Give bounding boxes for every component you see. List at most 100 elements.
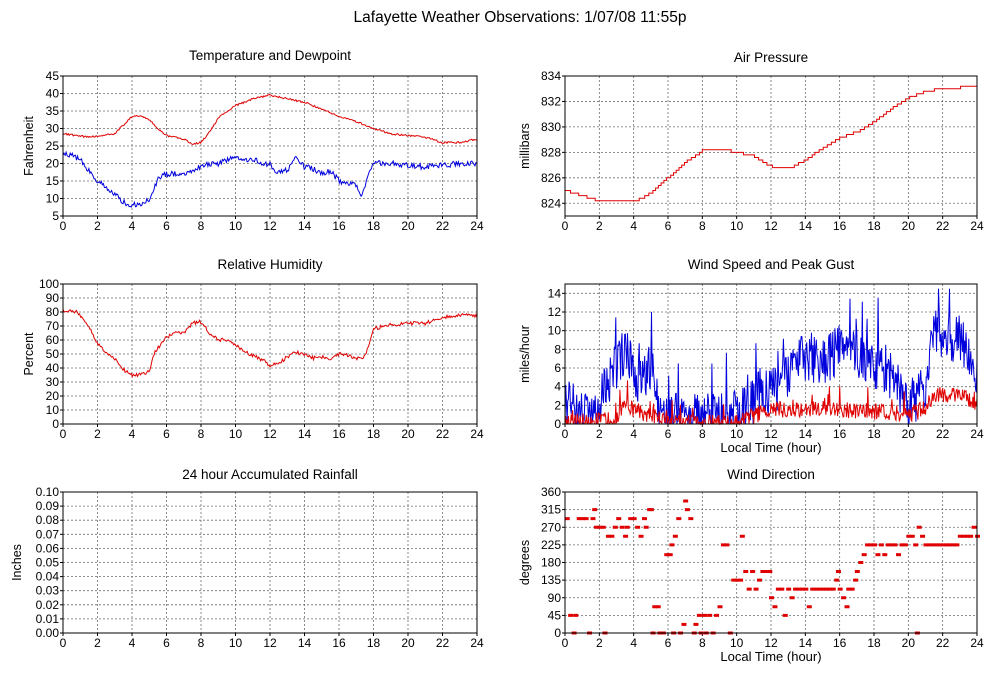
y-tick-label: 90: [46, 291, 60, 305]
y-tick-label: 60: [46, 333, 60, 347]
direction-point: [631, 517, 637, 521]
x-tick-label: 18: [367, 636, 381, 650]
x-tick-label: 4: [630, 219, 637, 233]
direction-point: [573, 613, 579, 617]
direction-point: [872, 543, 877, 547]
direction-point: [576, 517, 582, 521]
x-tick-label: 10: [229, 636, 243, 650]
direction-point: [823, 587, 829, 591]
direction-point: [583, 517, 589, 521]
x-tick-label: 22: [436, 636, 450, 650]
y-tick-label: 45: [548, 608, 562, 622]
direction-point: [616, 517, 622, 521]
direction-point: [803, 587, 809, 591]
x-tick-label: 12: [764, 427, 778, 441]
y-tick-label: 0: [554, 626, 561, 640]
y-tick-label: 8: [554, 342, 561, 356]
direction-point: [961, 534, 967, 538]
x-tick-label: 4: [630, 636, 637, 650]
x-tick-label: 2: [596, 219, 603, 233]
direction-point: [827, 587, 833, 591]
y-tick-label: 5: [52, 209, 59, 223]
direction-point: [837, 587, 843, 591]
y-tick-label: 100: [39, 277, 59, 291]
plot-frame: [62, 491, 478, 634]
y-tick-label: 0.09: [36, 499, 60, 513]
direction-point: [739, 534, 745, 538]
direction-point: [746, 587, 752, 591]
direction-point: [738, 578, 744, 582]
direction-point: [753, 587, 759, 591]
direction-point: [913, 543, 919, 547]
direction-point: [638, 534, 644, 538]
y-tick-label: 0.00: [36, 626, 60, 640]
direction-point: [612, 525, 618, 529]
direction-point: [830, 587, 836, 591]
y-tick-label: 15: [46, 174, 60, 188]
x-tick-label: 18: [867, 219, 881, 233]
direction-point: [964, 534, 970, 538]
direction-point: [889, 543, 895, 547]
x-tick-label: 10: [229, 219, 243, 233]
x-tick-label: 16: [833, 636, 847, 650]
x-tick-label: 4: [129, 636, 136, 650]
x-tick-label: 20: [401, 427, 415, 441]
direction-point: [782, 613, 788, 617]
x-tick-label: 0: [562, 427, 569, 441]
y-tick-label: 0.08: [36, 513, 60, 527]
y-tick-label: 0.06: [36, 541, 60, 555]
x-tick-label: 22: [936, 427, 950, 441]
y-tick-label: 270: [541, 520, 561, 534]
direction-point: [844, 605, 850, 609]
x-tick-label: 6: [163, 427, 170, 441]
direction-point: [868, 543, 874, 547]
direction-point: [714, 613, 720, 617]
direction-point: [846, 587, 852, 591]
direction-point: [623, 534, 629, 538]
direction-point: [902, 543, 908, 547]
direction-point: [707, 613, 713, 617]
direction-point: [605, 534, 611, 538]
direction-point: [643, 525, 649, 529]
y-axis-label: degrees: [518, 540, 532, 585]
direction-point: [655, 605, 661, 609]
direction-point: [619, 525, 625, 529]
direction-point: [756, 578, 762, 582]
direction-point: [641, 517, 647, 521]
y-tick-label: 315: [541, 503, 561, 517]
x-tick-label: 8: [699, 427, 706, 441]
y-tick-label: 90: [548, 591, 562, 605]
x-tick-label: 20: [401, 636, 415, 650]
direction-point: [772, 605, 778, 609]
y-tick-label: 0: [554, 417, 561, 431]
series-line: [62, 150, 478, 208]
y-tick-label: 25: [46, 139, 60, 153]
direction-point: [916, 525, 922, 529]
x-tick-label: 18: [867, 636, 881, 650]
y-tick-label: 40: [46, 87, 60, 101]
x-tick-label: 22: [936, 636, 950, 650]
direction-point: [693, 622, 699, 626]
y-tick-label: 20: [46, 389, 60, 403]
x-tick-label: 12: [764, 636, 778, 650]
direction-point: [597, 525, 603, 529]
direction-point: [817, 587, 823, 591]
y-tick-label: 4: [554, 380, 561, 394]
x-tick-label: 20: [902, 219, 916, 233]
y-tick-label: 10: [548, 324, 562, 338]
y-tick-label: 30: [46, 375, 60, 389]
y-tick-label: 830: [541, 120, 561, 134]
y-tick-label: 2: [554, 398, 561, 412]
x-tick-label: 14: [799, 427, 813, 441]
direction-point: [813, 587, 819, 591]
y-tick-label: 30: [46, 122, 60, 136]
x-tick-label: 16: [833, 427, 847, 441]
y-tick-label: 0.05: [36, 556, 60, 570]
x-tick-label: 14: [298, 427, 312, 441]
y-tick-label: 0: [52, 417, 59, 431]
